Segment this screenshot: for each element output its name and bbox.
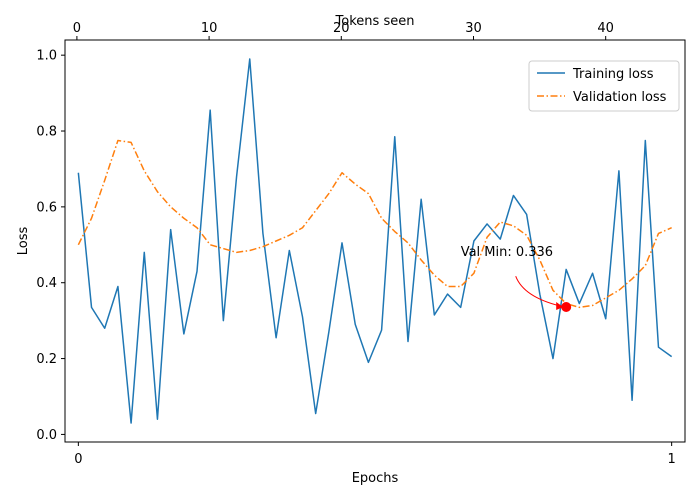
- legend: Training loss Validation loss: [528, 60, 680, 112]
- plot-frame: [64, 39, 686, 443]
- x-axis-label: Epochs: [352, 471, 399, 486]
- top-x-tick-label: 10: [201, 21, 218, 36]
- top-x-tick-label: 40: [597, 21, 614, 36]
- legend-box: [528, 60, 680, 112]
- series-layer: [77, 58, 673, 424]
- legend-label-training: Training loss: [572, 67, 654, 82]
- annotation-arrowhead: [556, 302, 564, 310]
- validation-loss-line: [77, 139, 672, 309]
- val-min-marker: [561, 302, 572, 312]
- y-tick-label: 0.0: [36, 428, 57, 443]
- annotation-layer: Val Min: 0.336: [461, 245, 572, 312]
- ticks-layer: 0.00.20.40.60.81.00 10 10 20 30 40: [36, 21, 675, 467]
- y-tick-label: 0.2: [36, 352, 57, 367]
- top-x-tick-label: 0: [73, 21, 81, 36]
- y-tick-label: 0.8: [36, 125, 57, 140]
- y-tick-label: 0.4: [36, 276, 57, 291]
- val-min-annotation: Val Min: 0.336: [461, 245, 553, 260]
- top-x-tick-label: 30: [465, 21, 482, 36]
- legend-label-validation: Validation loss: [573, 90, 667, 105]
- y-axis-label: Loss: [16, 227, 31, 256]
- y-tick-label: 1.0: [36, 49, 57, 64]
- training-loss-line: [77, 58, 673, 424]
- top-x-tick-label: 20: [333, 21, 350, 36]
- x-tick-label: 0: [74, 452, 82, 467]
- x-tick-label: 1: [668, 452, 676, 467]
- annotation-arrow: [515, 276, 561, 307]
- top-x-axis-label: Tokens seen: [335, 14, 415, 29]
- y-tick-label: 0.6: [36, 200, 57, 215]
